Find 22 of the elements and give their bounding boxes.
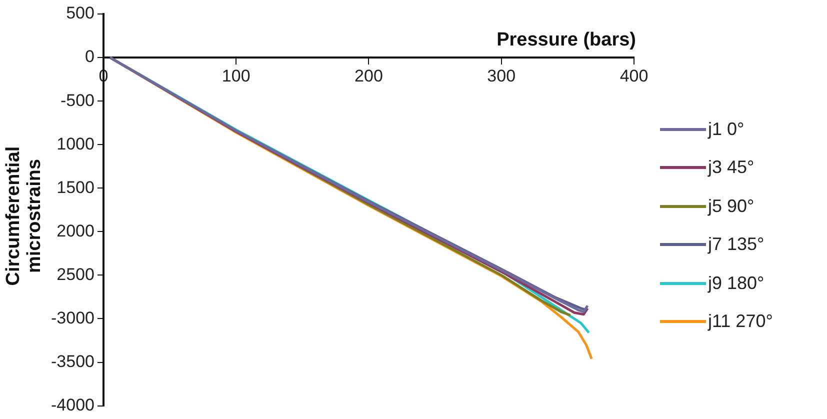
y-tick-label: 500 <box>66 4 94 23</box>
y-axis-title: Circumferential microstrains <box>3 145 45 288</box>
x-tick-label: 200 <box>354 66 383 86</box>
y-tick-label: 2500 <box>56 264 94 284</box>
y-tick-label: -3000 <box>50 308 94 328</box>
legend-label: j3 45° <box>708 157 754 178</box>
x-tick-label: 100 <box>222 66 250 86</box>
x-tick-label: 300 <box>487 66 516 86</box>
legend-label: j5 90° <box>708 196 754 217</box>
legend-label: j11 270° <box>708 311 773 332</box>
legend-label: j7 135° <box>708 234 764 256</box>
x-tick-label: 400 <box>620 66 648 86</box>
y-tick-label: 0 <box>85 47 94 66</box>
y-tick-label: 1500 <box>56 178 94 197</box>
x-axis-title: Pressure (bars) <box>496 29 636 50</box>
legend-label: j9 180° <box>708 272 764 294</box>
y-tick-label: -3500 <box>50 352 94 371</box>
y-tick-label: -500 <box>60 90 94 110</box>
y-tick-label: 1000 <box>56 134 94 154</box>
y-tick-label: 2000 <box>56 221 94 240</box>
legend-label: j1 0° <box>708 118 744 140</box>
y-tick-label: -4000 <box>50 395 94 414</box>
